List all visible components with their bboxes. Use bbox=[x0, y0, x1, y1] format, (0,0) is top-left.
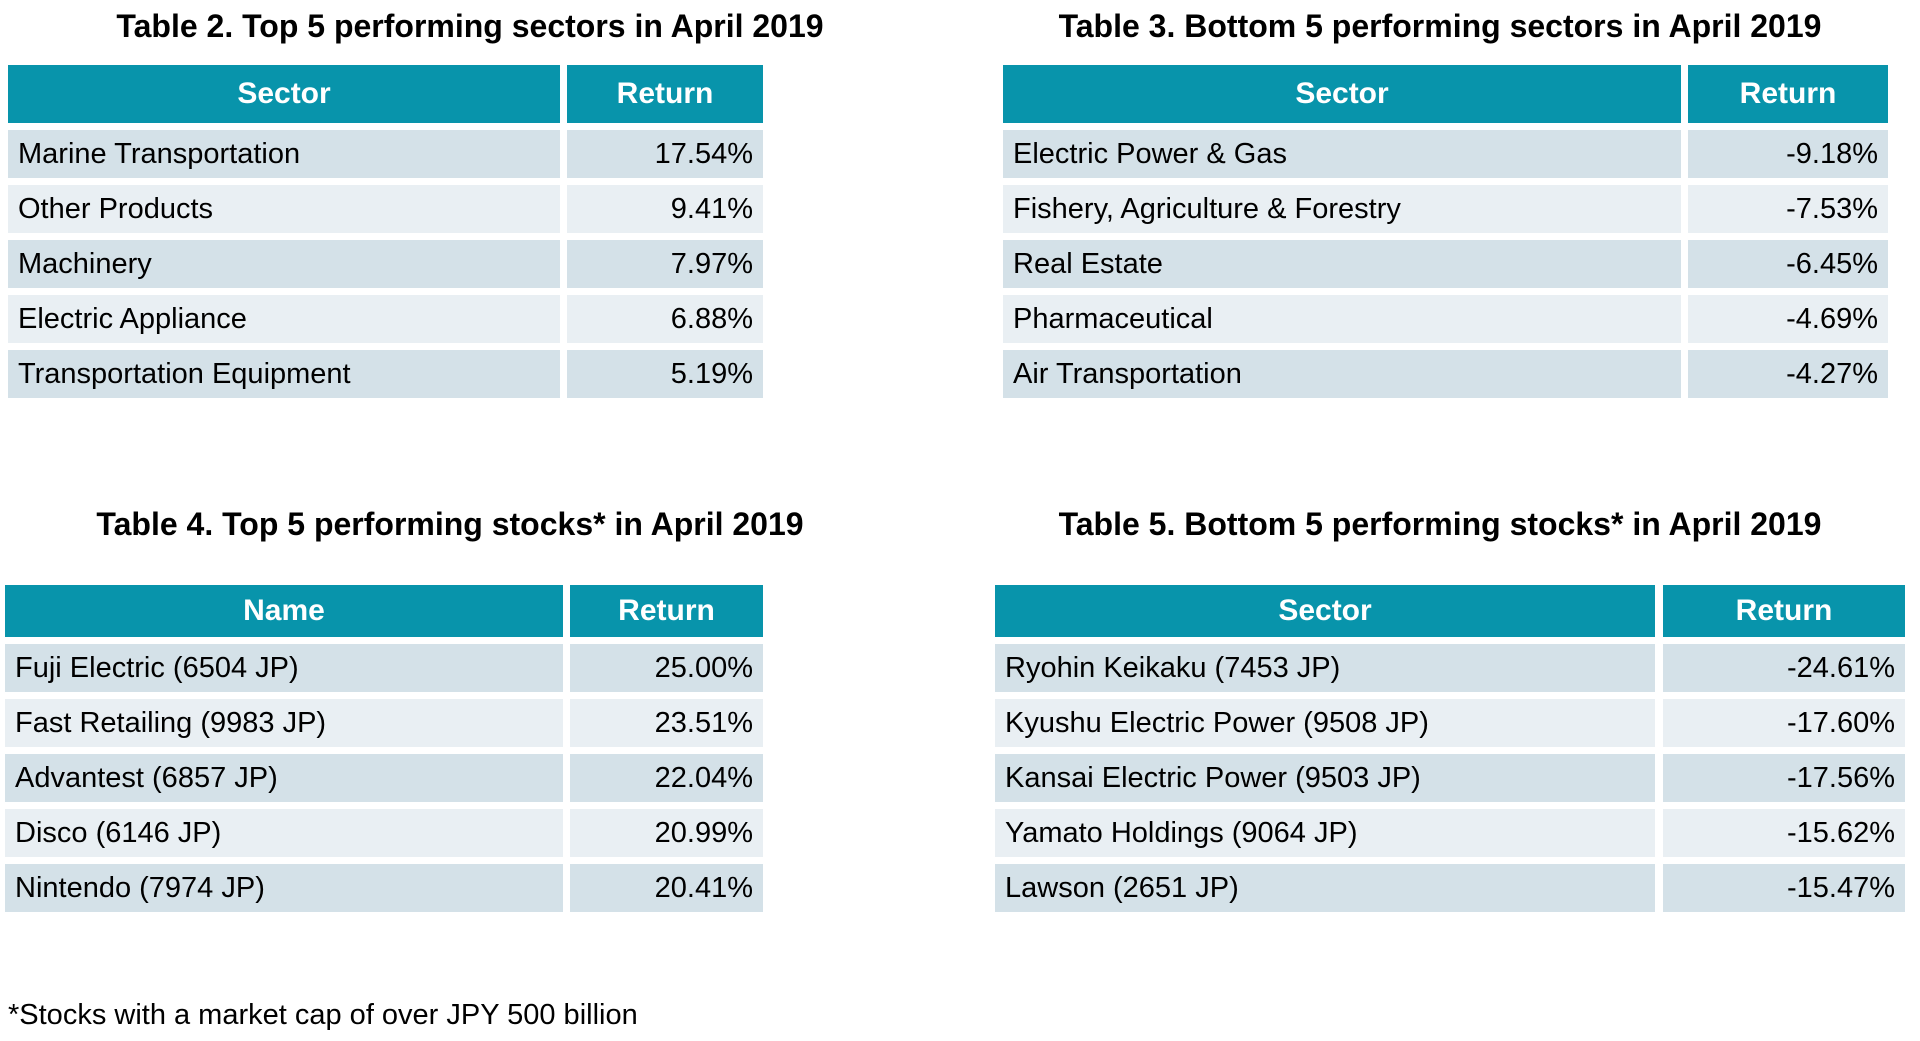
table2-header-row: Sector Return bbox=[8, 65, 763, 123]
row-return-value: -4.27% bbox=[1688, 350, 1888, 398]
table4-header-row: Name Return bbox=[5, 585, 763, 637]
table-row: Yamato Holdings (9064 JP) -15.62% bbox=[995, 809, 1905, 857]
row-label: Kansai Electric Power (9503 JP) bbox=[995, 754, 1655, 802]
table5-header-sector: Sector bbox=[995, 585, 1655, 637]
table-row: Kyushu Electric Power (9508 JP) -17.60% bbox=[995, 699, 1905, 747]
row-return-value: 22.04% bbox=[570, 754, 763, 802]
row-label: Advantest (6857 JP) bbox=[5, 754, 563, 802]
row-return-value: 20.41% bbox=[570, 864, 763, 912]
row-return-value: -17.60% bbox=[1663, 699, 1905, 747]
table-row: Lawson (2651 JP) -15.47% bbox=[995, 864, 1905, 912]
row-return-value: -6.45% bbox=[1688, 240, 1888, 288]
table4-header-return: Return bbox=[570, 585, 763, 637]
row-return-value: 9.41% bbox=[567, 185, 763, 233]
row-label: Kyushu Electric Power (9508 JP) bbox=[995, 699, 1655, 747]
row-return-value: 20.99% bbox=[570, 809, 763, 857]
table5-header-return: Return bbox=[1663, 585, 1905, 637]
table4: Name Return Fuji Electric (6504 JP) 25.00… bbox=[5, 585, 763, 919]
table2: Sector Return Marine Transportation 17.54… bbox=[8, 65, 763, 405]
row-label: Disco (6146 JP) bbox=[5, 809, 563, 857]
table3-header-sector: Sector bbox=[1003, 65, 1681, 123]
row-return-value: -7.53% bbox=[1688, 185, 1888, 233]
table2-header-return: Return bbox=[567, 65, 763, 123]
table2-body: Marine Transportation 17.54% Other Product… bbox=[8, 130, 763, 398]
row-return-value: 17.54% bbox=[567, 130, 763, 178]
table-row: Other Products 9.41% bbox=[8, 185, 763, 233]
row-return-value: -15.47% bbox=[1663, 864, 1905, 912]
table-row: Fuji Electric (6504 JP) 25.00% bbox=[5, 644, 763, 692]
table3-title: Table 3. Bottom 5 performing sectors in … bbox=[1058, 8, 1822, 44]
row-label: Fishery, Agriculture & Forestry bbox=[1003, 185, 1681, 233]
row-label: Fuji Electric (6504 JP) bbox=[5, 644, 563, 692]
table-row: Electric Appliance 6.88% bbox=[8, 295, 763, 343]
table4-body: Fuji Electric (6504 JP) 25.00% Fast Retail… bbox=[5, 644, 763, 912]
table3-header-row: Sector Return bbox=[1003, 65, 1888, 123]
row-return-value: 5.19% bbox=[567, 350, 763, 398]
table-row: Disco (6146 JP) 20.99% bbox=[5, 809, 763, 857]
row-label: Lawson (2651 JP) bbox=[995, 864, 1655, 912]
table-row: Fishery, Agriculture & Forestry -7.53% bbox=[1003, 185, 1888, 233]
row-return-value: -15.62% bbox=[1663, 809, 1905, 857]
table2-header-sector: Sector bbox=[8, 65, 560, 123]
row-return-value: 25.00% bbox=[570, 644, 763, 692]
table5-header-row: Sector Return bbox=[995, 585, 1905, 637]
row-label: Electric Appliance bbox=[8, 295, 560, 343]
row-label: Real Estate bbox=[1003, 240, 1681, 288]
table3-body: Electric Power & Gas -9.18% Fishery, Agric… bbox=[1003, 130, 1888, 398]
row-return-value: 7.97% bbox=[567, 240, 763, 288]
table-row: Transportation Equipment 5.19% bbox=[8, 350, 763, 398]
row-label: Transportation Equipment bbox=[8, 350, 560, 398]
footnote: *Stocks with a market cap of over JPY 50… bbox=[8, 999, 638, 1031]
table-row: Machinery 7.97% bbox=[8, 240, 763, 288]
row-label: Pharmaceutical bbox=[1003, 295, 1681, 343]
row-label: Machinery bbox=[8, 240, 560, 288]
table2-title: Table 2. Top 5 performing sectors in Apr… bbox=[116, 8, 824, 44]
row-return-value: -4.69% bbox=[1688, 295, 1888, 343]
table-row: Kansai Electric Power (9503 JP) -17.56% bbox=[995, 754, 1905, 802]
row-return-value: -24.61% bbox=[1663, 644, 1905, 692]
row-return-value: -17.56% bbox=[1663, 754, 1905, 802]
table-row: Air Transportation -4.27% bbox=[1003, 350, 1888, 398]
table3-header-return: Return bbox=[1688, 65, 1888, 123]
table-row: Real Estate -6.45% bbox=[1003, 240, 1888, 288]
table5: Sector Return Ryohin Keikaku (7453 JP) -2… bbox=[995, 585, 1905, 919]
table-row: Fast Retailing (9983 JP) 23.51% bbox=[5, 699, 763, 747]
row-return-value: 6.88% bbox=[567, 295, 763, 343]
table-row: Pharmaceutical -4.69% bbox=[1003, 295, 1888, 343]
row-label: Fast Retailing (9983 JP) bbox=[5, 699, 563, 747]
table3: Sector Return Electric Power & Gas -9.18%… bbox=[1003, 65, 1888, 405]
table-row: Marine Transportation 17.54% bbox=[8, 130, 763, 178]
row-return-value: 23.51% bbox=[570, 699, 763, 747]
table-row: Nintendo (7974 JP) 20.41% bbox=[5, 864, 763, 912]
table-row: Ryohin Keikaku (7453 JP) -24.61% bbox=[995, 644, 1905, 692]
row-label: Ryohin Keikaku (7453 JP) bbox=[995, 644, 1655, 692]
row-label: Marine Transportation bbox=[8, 130, 560, 178]
row-label: Electric Power & Gas bbox=[1003, 130, 1681, 178]
table4-header-name: Name bbox=[5, 585, 563, 637]
table5-title: Table 5. Bottom 5 performing stocks* in … bbox=[1058, 506, 1822, 542]
row-label: Air Transportation bbox=[1003, 350, 1681, 398]
table4-title: Table 4. Top 5 performing stocks* in Apr… bbox=[96, 506, 804, 542]
row-return-value: -9.18% bbox=[1688, 130, 1888, 178]
table5-body: Ryohin Keikaku (7453 JP) -24.61% Kyushu El… bbox=[995, 644, 1905, 912]
table-row: Advantest (6857 JP) 22.04% bbox=[5, 754, 763, 802]
row-label: Other Products bbox=[8, 185, 560, 233]
table-row: Electric Power & Gas -9.18% bbox=[1003, 130, 1888, 178]
row-label: Nintendo (7974 JP) bbox=[5, 864, 563, 912]
row-label: Yamato Holdings (9064 JP) bbox=[995, 809, 1655, 857]
